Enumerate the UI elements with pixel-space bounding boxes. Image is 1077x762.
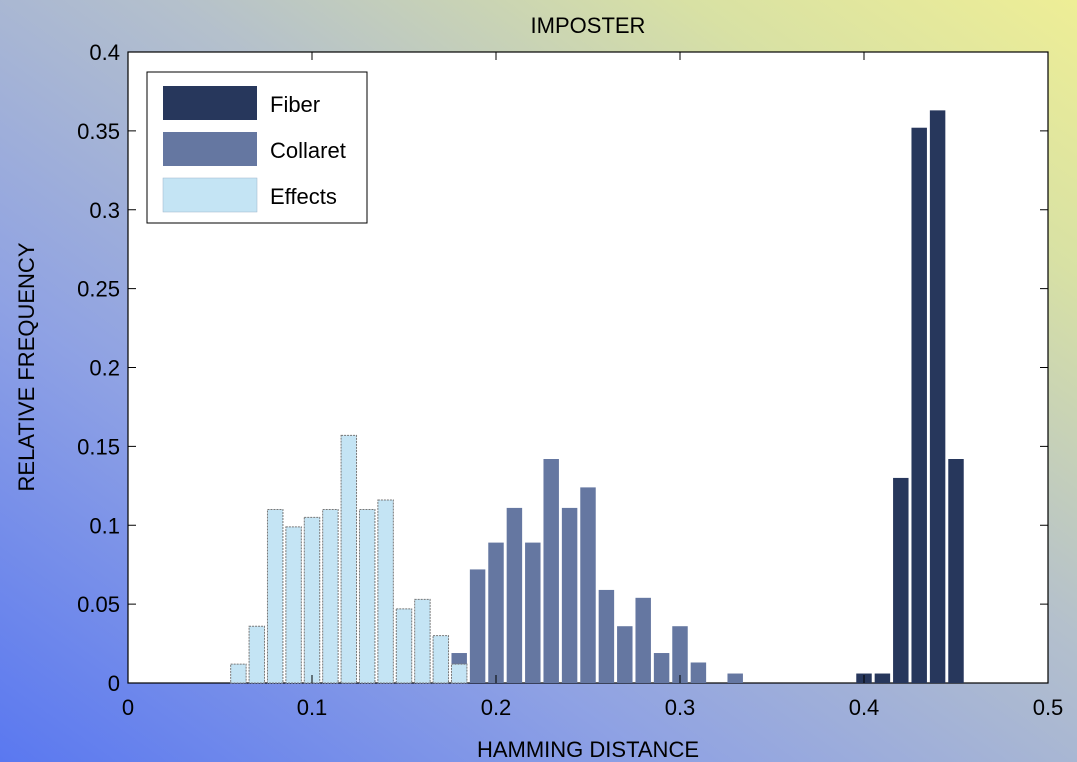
y-tick-label: 0.05 xyxy=(77,592,120,617)
bar-fiber-3 xyxy=(911,127,927,684)
ticks-layer: 0 0.1 0.2 0.3 0.4 0.5 0 0.05 0.1 0.15 0.2 0.25 0.3 0.… xyxy=(77,40,1063,720)
x-tick-label: 0 xyxy=(122,695,134,720)
legend-items: Fiber Collaret Effects xyxy=(162,86,346,213)
bar-effects-0 xyxy=(230,663,247,684)
bar-effects-4 xyxy=(303,516,321,684)
bar-effects-9 xyxy=(395,608,413,684)
bar-effects-2 xyxy=(266,508,284,684)
legend-swatch-effects xyxy=(162,177,258,213)
bar-effects-3 xyxy=(285,526,302,684)
y-tick-label: 0.3 xyxy=(89,198,120,223)
y-tick-label: 0.35 xyxy=(77,119,120,144)
bar-collaret-9 xyxy=(617,626,633,683)
bar-collaret-10 xyxy=(635,597,651,683)
bar-collaret-2 xyxy=(488,542,504,683)
bar-effects-11 xyxy=(432,635,450,684)
bar-collaret-6 xyxy=(561,507,578,683)
bar-effects-8 xyxy=(377,499,394,684)
bar-effects-7 xyxy=(358,508,376,684)
chart-title: IMPOSTER xyxy=(531,13,646,38)
bar-effects-6 xyxy=(340,434,358,684)
bar-collaret-8 xyxy=(598,589,615,683)
bar-effects-12 xyxy=(450,663,468,684)
x-tick-label: 0.4 xyxy=(849,695,880,720)
bar-collaret-14 xyxy=(727,673,743,683)
x-tick-label: 0.5 xyxy=(1033,695,1064,720)
bar-collaret-11 xyxy=(653,653,670,683)
legend: Fiber Collaret Effects xyxy=(146,71,368,224)
legend-label-fiber: Fiber xyxy=(270,92,320,117)
y-tick-label: 0.15 xyxy=(77,434,120,459)
x-axis-label: HAMMING DISTANCE xyxy=(477,737,699,762)
bar-collaret-13 xyxy=(690,662,707,683)
bar-effects-1 xyxy=(248,625,266,684)
bar-fiber-4 xyxy=(929,110,946,684)
legend-label-effects: Effects xyxy=(270,184,337,209)
x-tick-label: 0.3 xyxy=(665,695,696,720)
y-tick-label: 0 xyxy=(108,671,120,696)
bar-collaret-12 xyxy=(672,626,688,683)
bar-fiber-5 xyxy=(948,459,964,683)
bar-collaret-4 xyxy=(525,542,541,683)
y-axis-label: RELATIVE FREQUENCY xyxy=(14,242,39,491)
y-tick-label: 0.25 xyxy=(77,277,120,302)
legend-swatch-fiber xyxy=(163,86,257,120)
bar-collaret-3 xyxy=(506,507,523,683)
y-tick-label: 0.2 xyxy=(89,356,120,381)
y-tick-label: 0.4 xyxy=(89,40,120,65)
bars-layer xyxy=(230,110,964,684)
bar-fiber-1 xyxy=(874,673,891,683)
bar-effects-5 xyxy=(322,508,339,684)
y-tick-label: 0.1 xyxy=(89,513,120,538)
x-tick-label: 0.2 xyxy=(481,695,512,720)
legend-swatch-collaret xyxy=(163,132,257,166)
bar-fiber-2 xyxy=(893,477,909,683)
bar-effects-10 xyxy=(414,598,431,684)
legend-label-collaret: Collaret xyxy=(270,138,346,163)
x-tick-label: 0.1 xyxy=(297,695,328,720)
bar-collaret-5 xyxy=(543,459,559,683)
bar-collaret-1 xyxy=(469,569,486,683)
bar-collaret-7 xyxy=(580,487,596,683)
